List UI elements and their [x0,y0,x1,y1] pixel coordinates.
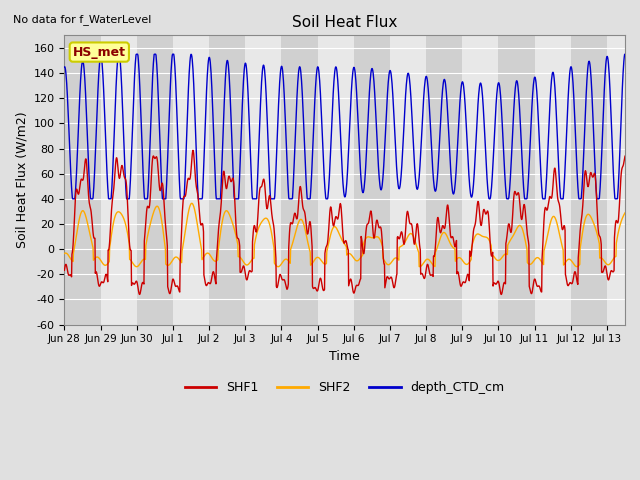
Bar [499,36,534,324]
Text: No data for f_WaterLevel: No data for f_WaterLevel [13,14,151,25]
Bar [571,36,607,324]
Bar [65,36,100,324]
X-axis label: Time: Time [330,350,360,363]
Y-axis label: Soil Heat Flux (W/m2): Soil Heat Flux (W/m2) [15,112,28,248]
Bar [317,36,354,324]
Bar [426,36,462,324]
Bar [245,36,282,324]
Bar [137,36,173,324]
Bar [390,36,426,324]
Bar [462,36,499,324]
Text: HS_met: HS_met [73,46,126,59]
Legend: SHF1, SHF2, depth_CTD_cm: SHF1, SHF2, depth_CTD_cm [180,376,510,399]
Bar [173,36,209,324]
Bar [607,36,640,324]
Bar [534,36,571,324]
Title: Soil Heat Flux: Soil Heat Flux [292,15,397,30]
Bar [282,36,317,324]
Bar [354,36,390,324]
Bar [209,36,245,324]
Bar [100,36,137,324]
